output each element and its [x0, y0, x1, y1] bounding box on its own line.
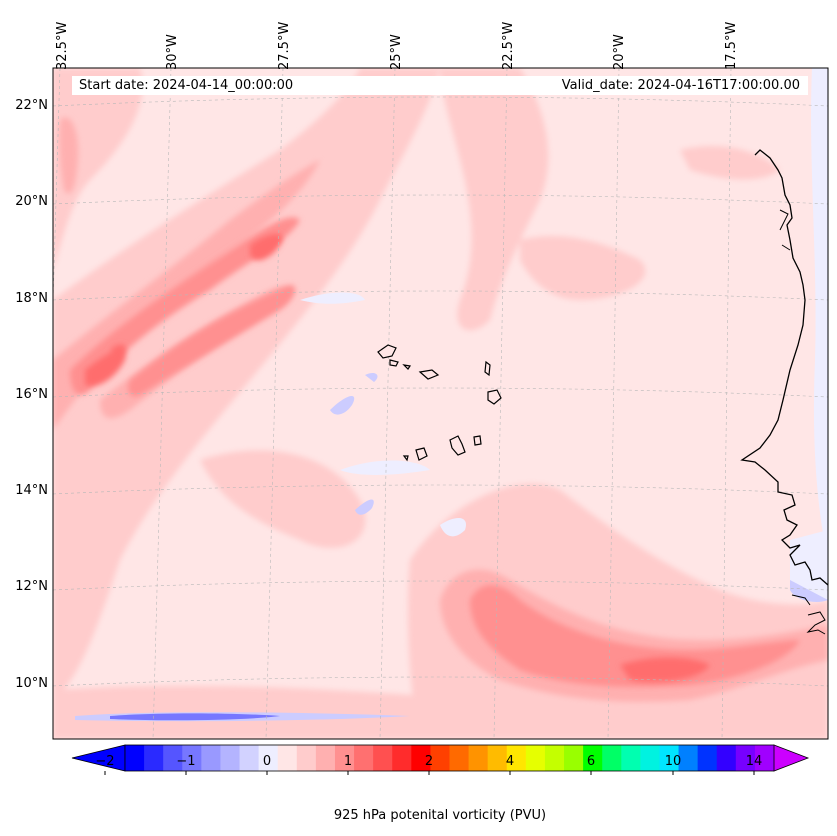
- colorbar-swatch: [621, 745, 641, 771]
- colorbar-swatch: [392, 745, 412, 771]
- colorbar-swatch: [544, 745, 565, 771]
- colorbar-tick-label: −1: [176, 754, 196, 769]
- colorbar-swatch: [430, 745, 450, 771]
- colorbar-swatch: [201, 745, 221, 771]
- colorbar-swatch: [125, 745, 145, 771]
- colorbar-swatch: [697, 745, 718, 771]
- lon-label: 32.5°W: [55, 21, 70, 70]
- lon-label: 20°W: [612, 34, 627, 70]
- lon-label: 17.5°W: [724, 21, 739, 70]
- graticule: [53, 68, 828, 739]
- lat-label: 14°N: [15, 483, 48, 498]
- lat-label: 12°N: [15, 579, 48, 594]
- lon-label: 25°W: [389, 34, 404, 70]
- coast-detail: [779, 209, 826, 635]
- colorbar-swatch: [506, 745, 527, 771]
- colorbar-swatch: [564, 745, 584, 771]
- cape-verde-islands: [377, 344, 502, 462]
- colorbar-frame: [124, 744, 775, 772]
- colorbar-tick-label: 0: [262, 754, 272, 769]
- pv-contours-near-zero: [300, 68, 828, 600]
- lon-label: 30°W: [165, 34, 180, 70]
- pv-field: [53, 68, 828, 739]
- lat-label: 16°N: [15, 387, 48, 402]
- start-date: Start date: 2024-04-14_00:00:00: [79, 78, 294, 93]
- colorbar-swatch: [468, 745, 489, 771]
- colorbar-swatch: [296, 745, 317, 771]
- pv-contours-level-3: [85, 233, 710, 682]
- colorbar-swatch: [411, 745, 431, 771]
- colorbar-swatch: [659, 745, 680, 771]
- colorbar-swatch: [354, 745, 374, 771]
- colorbar-swatch: [373, 745, 393, 771]
- date-header: Start date: 2024-04-14_00:00:00 Valid_da…: [72, 76, 808, 95]
- colorbar-swatch: [583, 745, 603, 771]
- colorbar-swatch: [716, 745, 737, 771]
- colorbar-swatch: [182, 745, 202, 771]
- colorbar-swatch: [640, 745, 660, 771]
- colorbar-swatch: [239, 745, 260, 771]
- colorbar-extend-max: [773, 744, 810, 772]
- colorbar-tick-label: 4: [505, 754, 515, 769]
- colorbar-swatch: [602, 745, 622, 771]
- colorbar-swatch: [487, 745, 508, 771]
- colorbar-swatch: [449, 745, 470, 771]
- colorbar-swatch: [220, 745, 241, 771]
- colorbar-swatch: [144, 745, 164, 771]
- map-frame: [52, 67, 829, 740]
- colorbar-swatch: [334, 745, 355, 771]
- lat-label: 22°N: [15, 98, 48, 113]
- colorbar: [71, 744, 810, 775]
- colorbar-tick-label: 1: [343, 754, 353, 769]
- colorbar-tick-label: 6: [586, 754, 596, 769]
- colorbar-tick-label: 10: [664, 754, 682, 769]
- colorbar-swatch: [754, 745, 775, 771]
- colorbar-swatch: [258, 745, 279, 771]
- lat-label: 10°N: [15, 676, 48, 691]
- lon-label: 27.5°W: [277, 21, 292, 70]
- colorbar-tick-label: −2: [95, 754, 115, 769]
- colorbar-title: 925 hPa potenital vorticity (PVU): [333, 808, 547, 823]
- lat-label: 20°N: [15, 194, 48, 209]
- colorbar-swatch: [277, 745, 298, 771]
- colorbar-tick-label: 14: [745, 754, 763, 769]
- colorbar-swatch: [678, 745, 699, 771]
- colorbar-swatch: [735, 745, 756, 771]
- colorbar-swatch: [163, 745, 183, 771]
- lon-label: 22.5°W: [501, 21, 516, 70]
- africa-coastline: [740, 149, 828, 586]
- colorbar-swatch: [315, 745, 336, 771]
- colorbar-swatch: [525, 745, 546, 771]
- pv-contours-level-2: [70, 217, 800, 687]
- lat-label: 18°N: [15, 291, 48, 306]
- colorbar-tick-label: 2: [424, 754, 434, 769]
- valid-date: Valid_date: 2024-04-16T17:00:00.00: [561, 78, 800, 93]
